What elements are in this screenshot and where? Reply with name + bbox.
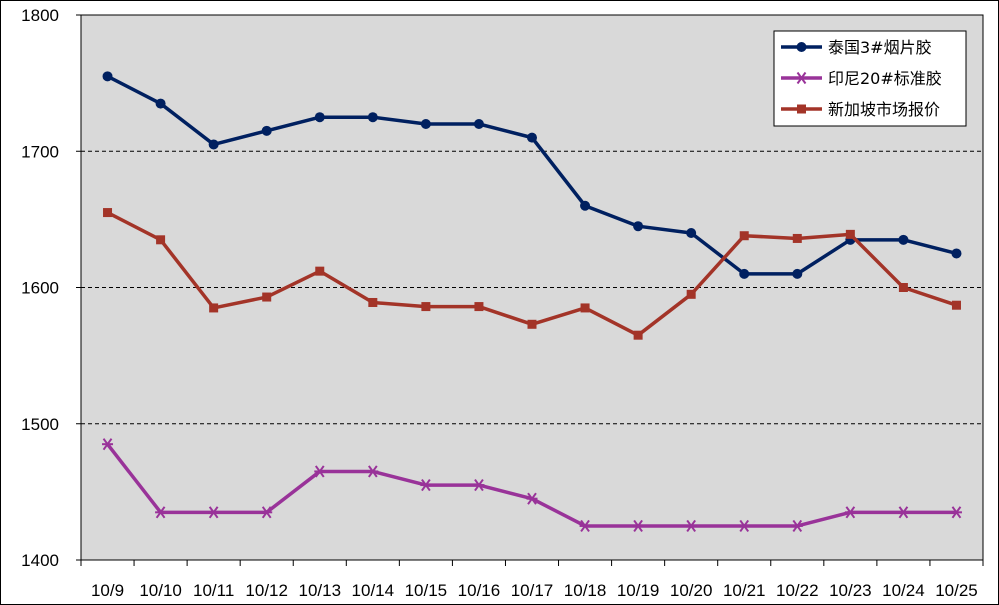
data-point bbox=[632, 519, 644, 533]
x-tick-label: 10/20 bbox=[670, 581, 713, 600]
data-point bbox=[633, 221, 644, 232]
data-point bbox=[103, 208, 113, 218]
legend-marker bbox=[797, 104, 806, 114]
data-point bbox=[102, 438, 114, 451]
x-tick-label: 10/15 bbox=[405, 581, 448, 600]
data-point bbox=[314, 112, 325, 123]
x-tick-label: 10/17 bbox=[511, 581, 554, 600]
data-point bbox=[791, 519, 803, 533]
data-point bbox=[897, 506, 909, 519]
data-point bbox=[421, 302, 431, 312]
x-tick-label: 10/18 bbox=[564, 581, 607, 600]
data-point bbox=[898, 234, 909, 245]
x-tick-label: 10/23 bbox=[829, 581, 872, 600]
data-point bbox=[420, 478, 432, 492]
series-group bbox=[102, 71, 962, 533]
data-point bbox=[580, 303, 590, 313]
data-point bbox=[579, 519, 591, 533]
series-1 bbox=[102, 71, 962, 279]
data-point bbox=[686, 228, 697, 238]
x-tick-label: 10/13 bbox=[298, 581, 341, 600]
x-tick-label: 10/16 bbox=[458, 581, 501, 600]
legend-label: 印尼20#标准胶 bbox=[828, 69, 942, 88]
data-point bbox=[844, 506, 856, 519]
x-tick-label: 10/25 bbox=[935, 581, 978, 600]
legend-marker bbox=[796, 71, 807, 85]
data-point bbox=[950, 506, 962, 519]
x-tick-label: 10/10 bbox=[139, 581, 182, 600]
data-point bbox=[368, 297, 378, 307]
data-point bbox=[367, 112, 378, 123]
x-tick-label: 10/14 bbox=[352, 581, 395, 600]
data-point bbox=[951, 248, 962, 259]
data-point bbox=[738, 519, 750, 533]
x-tick-label: 10/24 bbox=[882, 581, 925, 600]
data-point bbox=[261, 506, 273, 519]
data-point bbox=[262, 292, 272, 302]
data-point bbox=[792, 233, 802, 243]
x-tick-label: 10/21 bbox=[723, 581, 766, 600]
data-point bbox=[261, 125, 272, 136]
series-3 bbox=[103, 208, 961, 340]
data-point bbox=[951, 300, 961, 310]
gridlines bbox=[81, 150, 983, 425]
data-point bbox=[633, 330, 643, 340]
x-tick-label: 10/19 bbox=[617, 581, 660, 600]
y-axis: 1400 1500 1600 1700 1800 bbox=[21, 6, 81, 570]
y-tick-label: 1600 bbox=[21, 279, 59, 298]
data-point bbox=[685, 519, 697, 533]
legend-item: 新加坡市场报价 bbox=[781, 100, 940, 119]
data-point bbox=[792, 268, 803, 279]
data-point bbox=[208, 139, 219, 150]
data-point bbox=[315, 266, 325, 276]
data-point bbox=[527, 132, 537, 143]
x-tick-label: 10/9 bbox=[91, 581, 124, 600]
data-point bbox=[314, 465, 326, 478]
data-point bbox=[209, 303, 219, 313]
data-point bbox=[527, 319, 537, 329]
data-point bbox=[420, 119, 431, 129]
data-point bbox=[580, 200, 591, 211]
y-tick-label: 1700 bbox=[21, 142, 59, 161]
data-point bbox=[526, 492, 538, 505]
data-point bbox=[473, 478, 485, 492]
data-point bbox=[845, 229, 855, 239]
data-point bbox=[686, 289, 696, 299]
data-point bbox=[102, 71, 113, 82]
x-tick-label: 10/22 bbox=[776, 581, 819, 600]
data-point bbox=[155, 506, 167, 519]
legend-label: 泰国3#烟片胶 bbox=[828, 38, 932, 57]
series-2 bbox=[102, 438, 962, 533]
data-point bbox=[367, 465, 379, 478]
y-tick-label: 1400 bbox=[21, 551, 59, 570]
x-tick-label: 10/12 bbox=[245, 581, 288, 600]
data-point bbox=[739, 268, 750, 279]
data-point bbox=[898, 283, 908, 292]
y-tick-label: 1800 bbox=[21, 6, 59, 25]
legend-marker bbox=[796, 42, 807, 52]
data-point bbox=[474, 302, 484, 312]
data-point bbox=[208, 506, 220, 519]
legend-label: 新加坡市场报价 bbox=[828, 100, 940, 119]
data-point bbox=[155, 98, 166, 109]
x-axis: 10/9 10/10 10/11 10/12 10/13 10/14 10/15 10/16 1… bbox=[80, 560, 984, 600]
y-tick-label: 1500 bbox=[21, 415, 59, 434]
data-point bbox=[739, 231, 749, 241]
legend-item: 印尼20#标准胶 bbox=[781, 69, 942, 88]
data-point bbox=[156, 235, 166, 245]
data-point bbox=[473, 119, 484, 129]
legend-item: 泰国3#烟片胶 bbox=[781, 38, 932, 57]
x-tick-label: 10/11 bbox=[193, 581, 234, 600]
